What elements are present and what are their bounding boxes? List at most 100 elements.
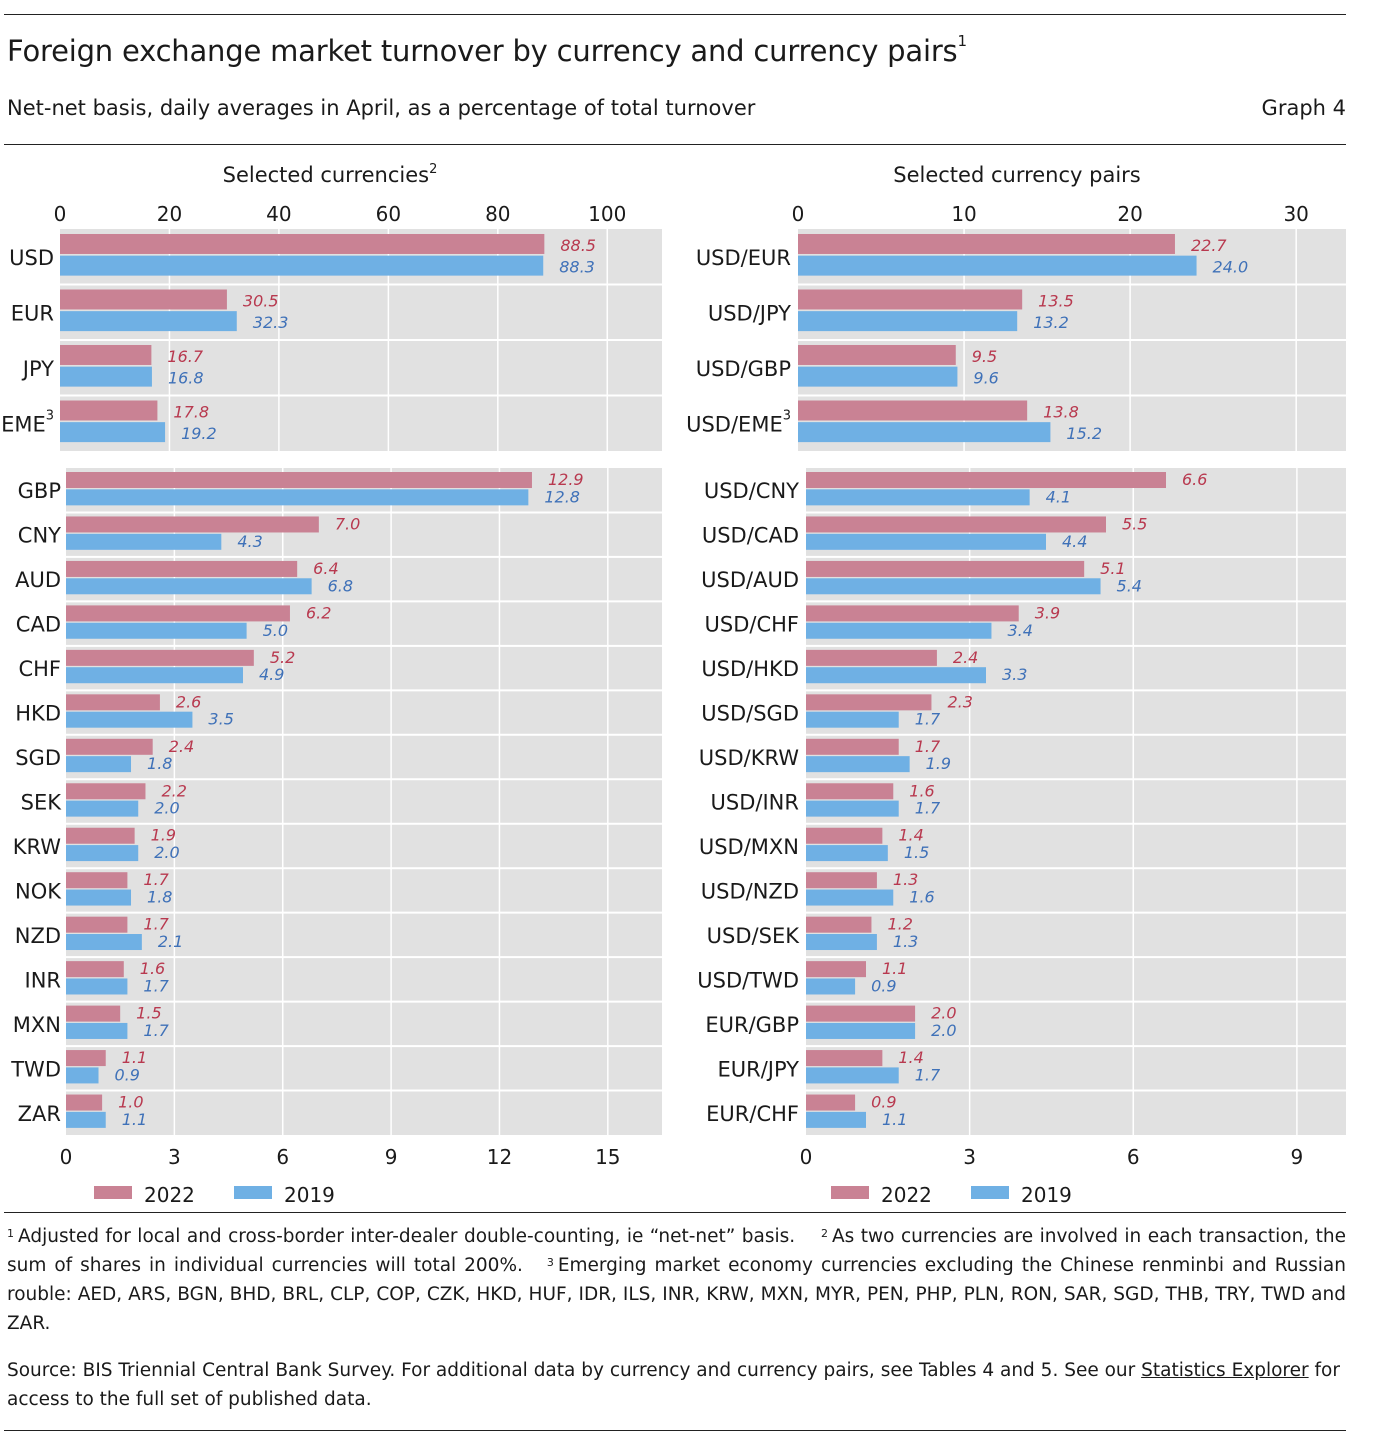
data-label-2022: 1.9: [151, 826, 176, 845]
bar-2019: [66, 800, 139, 817]
data-label-2019: 6.8: [328, 576, 353, 595]
legend-label-2019: 2019: [284, 1183, 335, 1207]
tick-label: 15: [595, 1145, 620, 1169]
bar-2022: [798, 400, 1028, 421]
bar-2022: [66, 961, 124, 978]
data-label-2019: 1.8: [147, 888, 172, 907]
data-label-2022: 1.4: [898, 826, 923, 845]
bar-2019: [806, 578, 1101, 595]
data-label-2022: 1.1: [122, 1048, 147, 1067]
bar-2022: [66, 649, 254, 666]
bar-2019: [66, 934, 142, 951]
statistics-explorer-link[interactable]: Statistics Explorer: [1141, 1360, 1309, 1381]
bar-2019: [60, 255, 544, 276]
data-label-2019: 1.1: [122, 1110, 147, 1129]
category-label: USD/MXN: [699, 835, 799, 859]
bar-2019: [66, 667, 243, 684]
bar-2022: [66, 827, 135, 844]
tick-label: 80: [485, 202, 510, 226]
bar-2019: [66, 533, 222, 550]
bar-2022: [66, 694, 160, 711]
category-label: USD/GBP: [696, 357, 791, 381]
category-label: CHF: [18, 657, 61, 681]
bar-2022: [66, 560, 298, 577]
data-label-2022: 1.4: [898, 1048, 923, 1067]
category-label: USD/KRW: [699, 746, 799, 770]
tick-label: 3: [963, 1145, 976, 1169]
bar-2019: [806, 533, 1046, 550]
bar-2022: [66, 1005, 121, 1022]
bar-2019: [66, 1067, 99, 1084]
tick-label: 30: [1283, 202, 1308, 226]
bar-2022: [60, 400, 158, 421]
bar-2019: [798, 366, 958, 387]
category-label: USD/EME3: [686, 408, 791, 436]
data-label-2019: 5.4: [1117, 576, 1142, 595]
data-label-2019: 3.4: [1007, 621, 1032, 640]
bar-2019: [806, 889, 894, 906]
bar-2022: [806, 694, 932, 711]
bar-2022: [806, 827, 883, 844]
tick-label: 40: [266, 202, 291, 226]
category-label: NZD: [15, 924, 61, 948]
category-label: SEK: [21, 791, 63, 815]
data-label-2019: 4.4: [1062, 532, 1087, 551]
data-label-2019: 16.8: [168, 369, 204, 388]
bar-2022: [806, 472, 1166, 489]
category-label: USD/CNY: [704, 479, 799, 503]
tick-label: 20: [157, 202, 182, 226]
bar-2019: [806, 978, 856, 995]
tick-label: 3: [168, 1145, 181, 1169]
data-label-2019: 5.0: [263, 621, 288, 640]
tick-label: 0: [60, 1145, 73, 1169]
data-label-2022: 88.5: [560, 236, 596, 255]
category-label: USD: [9, 246, 54, 270]
category-label: ZAR: [18, 1102, 61, 1126]
panel-title: Selected currencies2: [223, 162, 438, 187]
data-label-2019: 9.6: [973, 369, 998, 388]
bar-2022: [66, 516, 319, 533]
category-label: MXN: [13, 1013, 61, 1037]
data-label-2019: 1.3: [893, 932, 918, 951]
bar-2019: [798, 311, 1018, 332]
data-label-2019: 1.7: [915, 1065, 941, 1084]
data-label-2022: 5.5: [1122, 514, 1147, 533]
data-label-2019: 1.6: [909, 888, 934, 907]
legend-label-2019: 2019: [1021, 1183, 1072, 1207]
data-label-2019: 2.0: [154, 843, 179, 862]
category-label: GBP: [18, 479, 61, 503]
bar-2022: [66, 738, 153, 755]
data-label-2022: 1.7: [915, 737, 941, 756]
bar-2022: [806, 783, 894, 800]
bar-2019: [66, 978, 128, 995]
data-label-2019: 0.9: [115, 1065, 140, 1084]
data-label-2022: 13.8: [1043, 402, 1079, 421]
data-label-2019: 12.8: [544, 487, 580, 506]
tick-label: 0: [54, 202, 67, 226]
tick-label: 6: [1127, 1145, 1140, 1169]
footnote-rule: [4, 1212, 1346, 1213]
category-label: USD/NZD: [701, 879, 799, 903]
data-label-2022: 1.7: [143, 870, 169, 889]
bar-2022: [806, 961, 866, 978]
category-label: EUR: [11, 301, 54, 325]
data-label-2019: 1.1: [882, 1110, 907, 1129]
data-label-2022: 1.2: [887, 915, 912, 934]
data-label-2022: 2.0: [931, 1004, 956, 1023]
tick-label: 20: [1117, 202, 1142, 226]
data-label-2022: 22.7: [1191, 236, 1227, 255]
bar-2019: [806, 756, 910, 773]
bar-2022: [66, 472, 532, 489]
bar-2022: [60, 289, 227, 310]
data-label-2022: 9.5: [972, 347, 997, 366]
category-label: JPY: [21, 357, 54, 381]
data-label-2022: 5.2: [270, 648, 295, 667]
bar-2022: [66, 916, 128, 933]
footnote-2: As two currencies are involved in each t…: [7, 1226, 1346, 1276]
bar-2019: [806, 845, 888, 862]
category-label: USD/EUR: [696, 246, 791, 270]
data-label-2022: 5.1: [1100, 559, 1125, 578]
footnote-1: Adjusted for local and cross-border inte…: [18, 1226, 796, 1247]
bar-2022: [806, 916, 872, 933]
data-label-2022: 2.4: [953, 648, 978, 667]
